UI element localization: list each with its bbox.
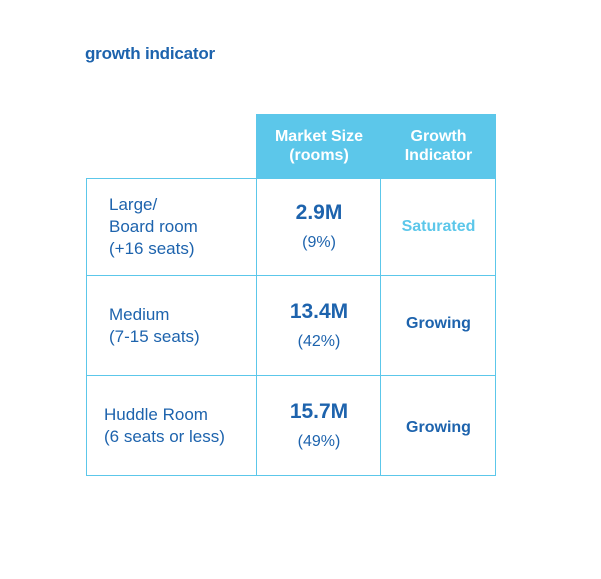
- grid-line: [86, 178, 496, 179]
- header-market-size-line1: Market Size: [274, 128, 364, 145]
- table-row-label: Large/ Board room (+16 seats): [109, 178, 257, 275]
- growth-value: Growing: [406, 418, 471, 436]
- market-size-cell: 2.9M (9%): [257, 178, 381, 275]
- grid-line: [86, 178, 87, 476]
- row-label-line: Large/: [109, 194, 158, 214]
- row-label-line: Board room: [109, 216, 198, 236]
- grid-line: [86, 375, 496, 376]
- growth-cell: Growing: [381, 376, 496, 479]
- grid-line: [495, 114, 496, 476]
- row-label-line: Huddle Room: [104, 404, 208, 424]
- market-size-value: 15.7M: [289, 399, 349, 423]
- header-growth-line2: Indicator: [404, 147, 473, 164]
- market-share-value: (42%): [297, 332, 341, 350]
- growth-cell: Growing: [381, 276, 496, 371]
- market-size-value: 13.4M: [289, 299, 349, 323]
- grid-line: [256, 114, 257, 476]
- page-title: growth indicator: [85, 44, 215, 63]
- grid-line: [380, 114, 381, 476]
- growth-value: Growing: [406, 314, 471, 332]
- growth-cell: Saturated: [381, 178, 496, 275]
- row-label-line: Medium: [109, 304, 170, 324]
- header-growth-indicator: Growth Indicator: [381, 114, 496, 178]
- growth-value: Saturated: [401, 217, 476, 235]
- market-size-cell: 15.7M (49%): [257, 376, 381, 475]
- row-label-line: (+16 seats): [109, 238, 195, 258]
- market-share-value: (9%): [302, 233, 336, 251]
- market-share-value: (49%): [297, 432, 341, 450]
- header-growth-line1: Growth: [410, 128, 467, 145]
- table-row-label: Medium (7-15 seats): [109, 276, 257, 375]
- market-size-value: 2.9M: [295, 200, 343, 224]
- grid-line: [86, 275, 496, 276]
- row-label-line: (7-15 seats): [109, 326, 200, 346]
- table-row-label: Huddle Room (6 seats or less): [104, 376, 257, 475]
- market-size-cell: 13.4M (42%): [257, 276, 381, 375]
- header-market-size: Market Size (rooms): [257, 114, 381, 178]
- grid-line: [86, 475, 496, 476]
- row-label-line: (6 seats or less): [104, 426, 225, 446]
- header-market-size-line2: (rooms): [289, 147, 349, 164]
